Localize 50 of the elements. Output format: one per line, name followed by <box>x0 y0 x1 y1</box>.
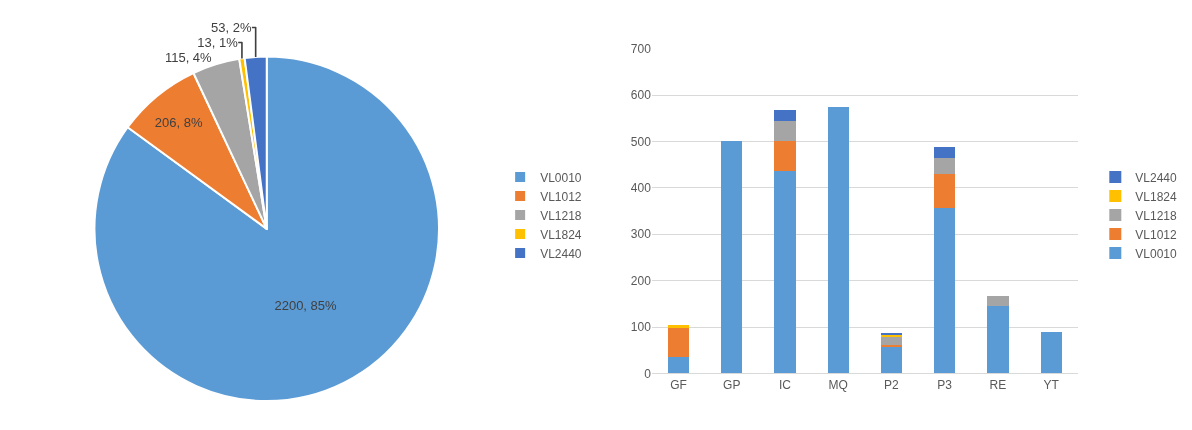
y-tick-label: 600 <box>630 88 652 103</box>
legend-label: VL2440 <box>540 246 582 261</box>
bar <box>934 207 956 374</box>
legend-label: VL1218 <box>540 208 582 223</box>
legend-label: VL1824 <box>1135 189 1178 204</box>
data-label: 206, 8% <box>154 114 203 130</box>
bar <box>667 328 690 358</box>
x-tick-label: IC <box>778 377 792 392</box>
y-tick-label: 200 <box>630 273 652 288</box>
bar <box>880 346 903 374</box>
y-tick-label: 500 <box>630 134 652 149</box>
legend-label: VL2440 <box>1135 170 1178 185</box>
data-label: 13, 1% <box>197 34 239 50</box>
pie-slice <box>93 55 440 402</box>
bar <box>934 157 956 174</box>
bar <box>1040 331 1062 374</box>
bar <box>934 147 956 158</box>
bar <box>880 337 903 345</box>
bar <box>774 140 796 171</box>
bar <box>774 109 796 121</box>
x-tick-label: GF <box>670 377 687 392</box>
x-tick-label: P3 <box>937 377 953 392</box>
legend-label: VL1218 <box>1135 208 1178 223</box>
data-label: 2200, 85% <box>274 298 338 314</box>
bar <box>987 306 1009 374</box>
x-tick-label: YT <box>1043 377 1060 392</box>
bar <box>987 296 1009 307</box>
y-tick-label: 400 <box>630 181 652 196</box>
x-tick-label: P2 <box>884 377 900 392</box>
legend-label: VL1012 <box>540 189 582 204</box>
y-tick-label: 0 <box>644 366 652 381</box>
y-tick-label: 300 <box>630 227 652 242</box>
bar <box>934 173 956 208</box>
legend-label: VL0010 <box>1135 246 1178 261</box>
x-tick-label: RE <box>989 377 1007 392</box>
y-tick-label: 700 <box>630 41 652 56</box>
legend-label: VL1012 <box>1135 227 1178 242</box>
bar <box>774 120 796 141</box>
bar <box>721 141 743 374</box>
legend-label: VL0010 <box>540 170 582 185</box>
data-label: 53, 2% <box>211 19 252 35</box>
y-tick-label: 100 <box>630 320 652 335</box>
bar <box>667 357 690 374</box>
data-label: 115, 4% <box>164 49 213 65</box>
x-tick-label: GP <box>723 377 741 392</box>
x-tick-label: MQ <box>828 377 848 392</box>
bar <box>827 107 849 374</box>
legend-label: VL1824 <box>540 227 582 242</box>
bar <box>667 325 690 329</box>
bar <box>774 170 796 374</box>
